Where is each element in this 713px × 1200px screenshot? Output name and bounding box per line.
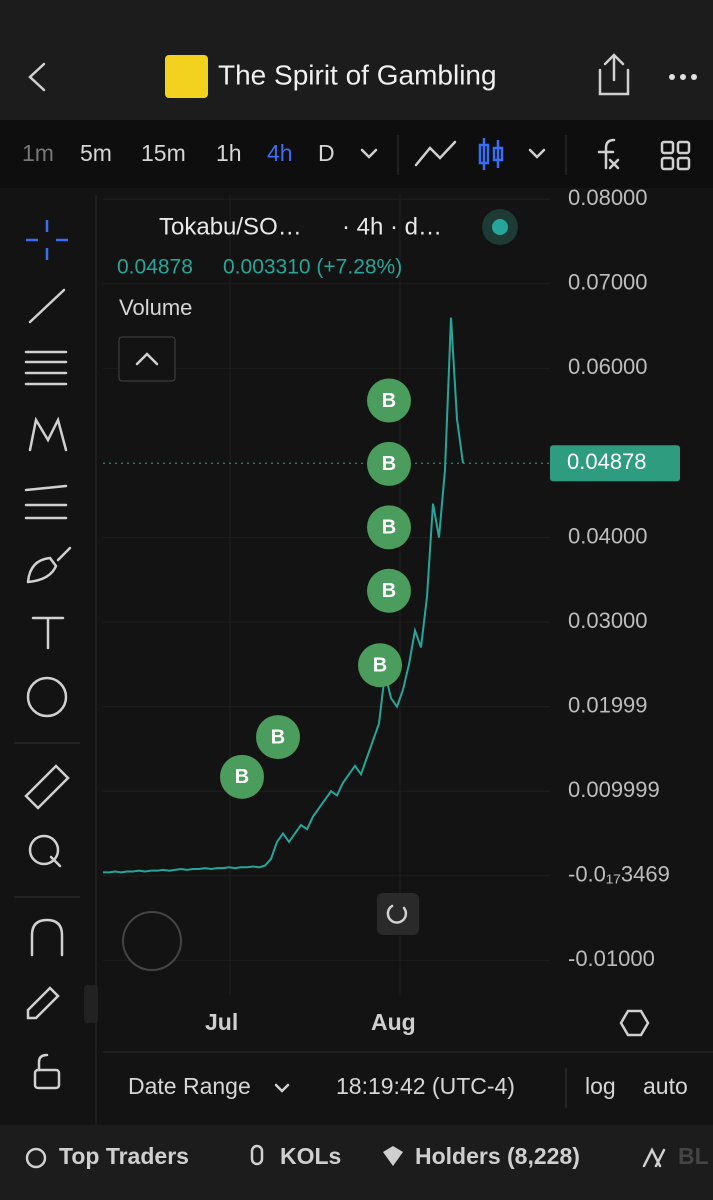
interval-tab[interactable]: 1m bbox=[22, 140, 54, 166]
legend-price: 0.04878 bbox=[117, 256, 193, 279]
buy-marker bbox=[367, 568, 411, 613]
interval-tab[interactable]: D bbox=[318, 140, 335, 166]
date-range-dropdown[interactable] bbox=[274, 1083, 290, 1093]
clock: 18:19:42 (UTC-4) bbox=[336, 1073, 515, 1099]
settings-button[interactable] bbox=[619, 1009, 650, 1037]
buy-marker bbox=[367, 441, 411, 486]
symbol-meta: · 4h · d… bbox=[342, 213, 442, 240]
magnet-tool[interactable] bbox=[30, 918, 64, 957]
y-tick-label: -0.01000 bbox=[568, 946, 655, 971]
last-price-label: 0.04878 bbox=[567, 449, 647, 474]
x-tick-label: Jul bbox=[205, 1009, 238, 1035]
interval-tab[interactable]: 4h bbox=[267, 140, 293, 166]
mic-icon bbox=[250, 1144, 264, 1166]
y-tick-label: 0.07000 bbox=[568, 270, 648, 295]
text-tool[interactable] bbox=[31, 616, 65, 650]
y-tick-label: 0.08000 bbox=[568, 185, 648, 210]
price-line bbox=[103, 317, 464, 874]
candle-type-button[interactable] bbox=[478, 138, 504, 170]
indicators-button[interactable] bbox=[597, 138, 620, 170]
fib-tool[interactable] bbox=[24, 350, 68, 386]
crosshair-tool[interactable] bbox=[26, 220, 68, 260]
buy-marker-label: B bbox=[235, 766, 249, 788]
bubble-icon bbox=[642, 1147, 666, 1168]
y-tick-label: 0.03000 bbox=[568, 608, 648, 633]
buy-marker bbox=[367, 505, 411, 550]
tab[interactable]: KOLs bbox=[280, 1143, 341, 1169]
volume-label: Volume bbox=[119, 295, 192, 320]
interval-tab[interactable]: 15m bbox=[141, 140, 186, 166]
collapse-legend[interactable] bbox=[118, 336, 176, 382]
y-tick-label: 0.01999 bbox=[568, 693, 648, 718]
tab[interactable]: BL bbox=[678, 1143, 709, 1169]
tab-bar bbox=[0, 1125, 713, 1200]
back-button[interactable] bbox=[28, 62, 46, 92]
emoji-tool[interactable] bbox=[26, 676, 68, 718]
status-dot bbox=[492, 219, 508, 235]
zoom-tool[interactable] bbox=[28, 834, 60, 866]
forecast-tool[interactable] bbox=[24, 484, 68, 520]
last-price-badge bbox=[550, 445, 680, 482]
buy-marker-label: B bbox=[382, 517, 396, 539]
pattern-tool[interactable] bbox=[28, 416, 68, 452]
x-tick-label: Aug bbox=[371, 1009, 416, 1035]
y-tick-label: 0.06000 bbox=[568, 354, 648, 379]
collapse-toolbar[interactable] bbox=[84, 985, 98, 1023]
y-tick-label: -0.0₁₇3469 bbox=[568, 862, 670, 887]
tv-logo bbox=[122, 911, 182, 971]
y-tick-label: 0.009999 bbox=[568, 777, 660, 802]
collapse-icon bbox=[135, 352, 159, 366]
header-bar bbox=[0, 0, 713, 120]
brush-tool[interactable] bbox=[26, 546, 72, 584]
buy-marker bbox=[256, 715, 300, 760]
title: The Spirit of Gambling bbox=[218, 59, 497, 90]
token-icon bbox=[165, 55, 208, 98]
unlock-tool[interactable] bbox=[33, 1068, 61, 1090]
buy-marker bbox=[220, 754, 264, 799]
interval-tab[interactable]: 5m bbox=[80, 140, 112, 166]
legend-change: 0.003310 (+7.28%) bbox=[223, 256, 402, 279]
tab[interactable]: Holders (8,228) bbox=[415, 1143, 580, 1169]
line-type-button[interactable] bbox=[414, 140, 457, 167]
interval-tab[interactable]: 1h bbox=[216, 140, 242, 166]
zoom-tool[interactable] bbox=[49, 855, 62, 868]
measure-tool[interactable] bbox=[24, 764, 70, 810]
reset-icon bbox=[386, 904, 408, 924]
buy-marker-label: B bbox=[373, 654, 387, 676]
buy-marker-label: B bbox=[382, 453, 396, 475]
log-toggle[interactable]: log bbox=[585, 1073, 616, 1099]
chart-type-dropdown[interactable] bbox=[528, 148, 546, 159]
reset-button[interactable] bbox=[377, 893, 419, 935]
layout-button[interactable] bbox=[660, 140, 691, 171]
more-button[interactable] bbox=[669, 74, 697, 80]
drawing-toolbar bbox=[0, 188, 96, 1125]
auto-toggle[interactable]: auto bbox=[643, 1073, 688, 1099]
tab[interactable]: Top Traders bbox=[59, 1143, 189, 1169]
lock-drawing-tool[interactable] bbox=[26, 986, 60, 1020]
trendline-tool[interactable] bbox=[28, 288, 66, 324]
y-tick-label: 0.04000 bbox=[568, 523, 648, 548]
share-button[interactable] bbox=[598, 53, 630, 96]
date-range[interactable]: Date Range bbox=[128, 1073, 251, 1099]
buy-marker-label: B bbox=[382, 390, 396, 412]
buy-marker bbox=[358, 643, 402, 688]
interval-dropdown[interactable] bbox=[360, 148, 378, 159]
buy-marker-label: B bbox=[382, 580, 396, 602]
unlock-tool[interactable] bbox=[37, 1053, 49, 1072]
buy-marker-label: B bbox=[271, 726, 285, 748]
diamond-icon bbox=[383, 1146, 403, 1166]
buy-marker bbox=[367, 378, 411, 423]
toolbar bbox=[0, 120, 713, 188]
symbol-name: Tokabu/SO… bbox=[159, 213, 302, 240]
trophy-icon bbox=[25, 1147, 47, 1169]
